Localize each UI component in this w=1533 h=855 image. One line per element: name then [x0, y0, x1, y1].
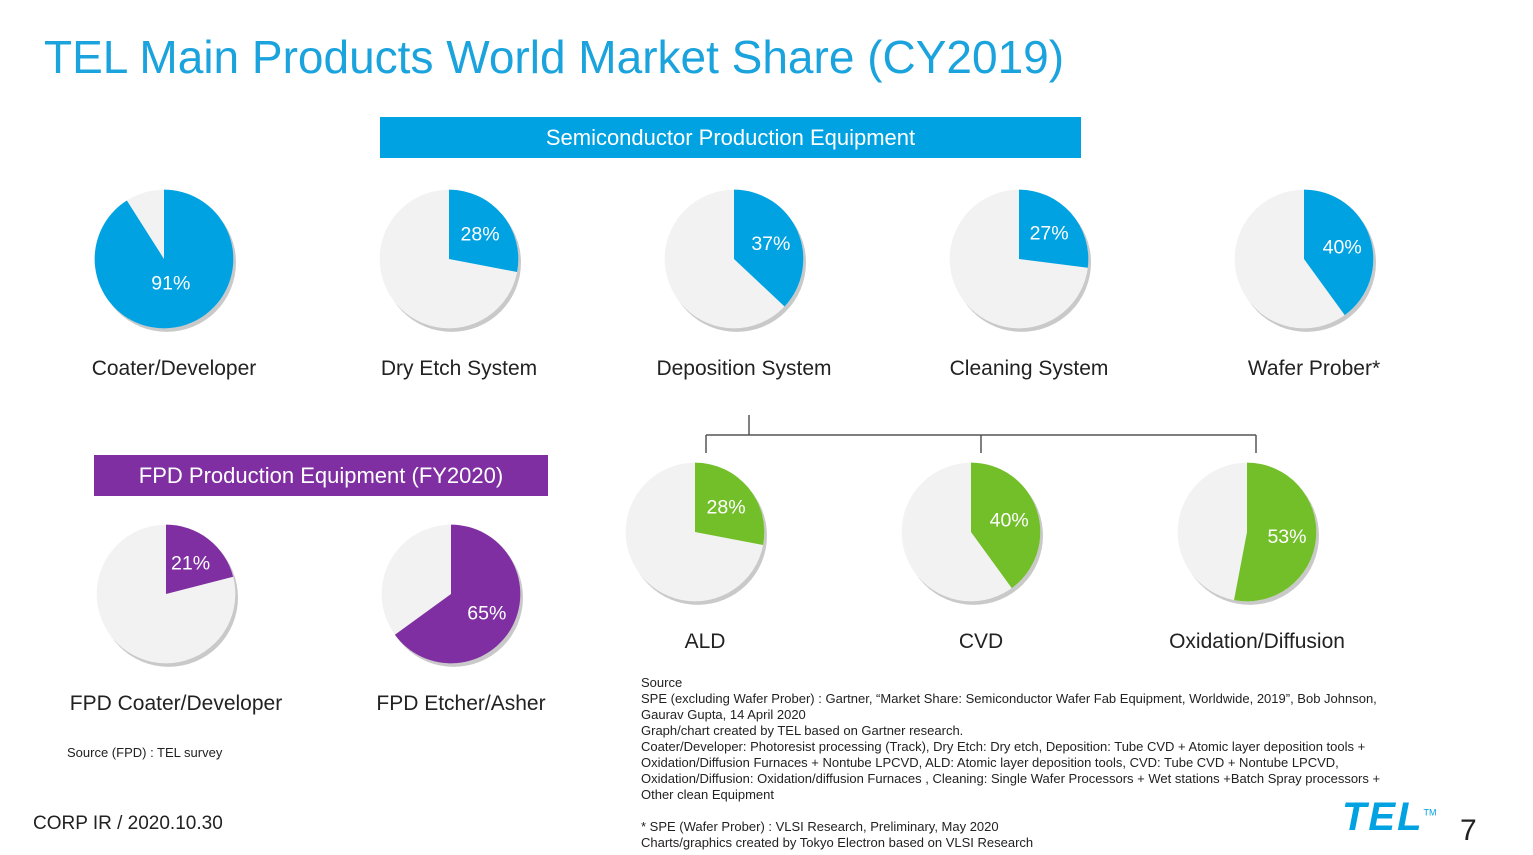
pie-percent-label: 28%: [706, 497, 745, 519]
footer-corp-ir: CORP IR / 2020.10.30: [33, 813, 223, 834]
pie-percent-label: 37%: [751, 233, 790, 255]
pie-category-label: FPD Etcher/Asher: [376, 692, 546, 715]
source-line: Oxidation/Diffusion: Oxidation/diffusion…: [641, 771, 1381, 786]
pie-category-label: Wafer Prober*: [1247, 357, 1381, 380]
pie-percent-label: 28%: [460, 224, 499, 246]
source-line: Other clean Equipment: [641, 787, 774, 802]
pie-share-slice: [1304, 189, 1374, 316]
pie-chart-wafer-prober: 40%: [1234, 189, 1376, 332]
pie-chart-cvd: 40%: [901, 462, 1043, 605]
source-line: Charts/graphics created by Tokyo Electro…: [641, 835, 1034, 850]
pie-chart-deposition-system: 37%: [664, 189, 806, 332]
source-line: Graph/chart created by TEL based on Gart…: [641, 723, 964, 738]
pie-share-slice: [166, 524, 234, 594]
tel-logo: TELTM: [1342, 795, 1437, 840]
source-line: [641, 803, 1421, 819]
pie-share-slice: [1234, 462, 1317, 602]
pie-share-slice: [695, 462, 765, 545]
source-line: SPE (excluding Wafer Prober) : Gartner, …: [641, 691, 1377, 706]
pie-percent-label: 40%: [990, 510, 1029, 532]
source-line: Oxidation/Diffusion Furnaces + Nontube L…: [641, 755, 1339, 770]
pie-chart-coater-developer: 91%: [94, 189, 236, 332]
source-line: Coater/Developer: Photoresist processing…: [641, 739, 1366, 754]
pie-chart-fpd-coater-developer: 21%: [96, 524, 238, 667]
source-line: Gaurav Gupta, 14 April 2020: [641, 707, 806, 722]
pie-chart-fpd-etcher-asher: 65%: [381, 524, 523, 667]
pie-percent-label: 53%: [1267, 526, 1306, 548]
pie-percent-label: 27%: [1030, 223, 1069, 245]
pie-category-label: CVD: [958, 630, 1004, 653]
pie-category-label: Coater/Developer: [91, 357, 257, 380]
fpd-source-note: Source (FPD) : TEL survey: [67, 745, 223, 760]
pie-percent-label: 91%: [151, 272, 190, 294]
pie-share-slice: [394, 524, 521, 664]
pie-share-slice: [449, 189, 519, 272]
pie-category-label: Cleaning System: [949, 357, 1109, 380]
page-number: 7: [1460, 814, 1477, 847]
pie-percent-label: 65%: [467, 602, 506, 624]
pie-category-label: Oxidation/Diffusion: [1169, 630, 1345, 653]
pie-chart-ald: 28%: [625, 462, 767, 605]
source-line: * SPE (Wafer Prober) : VLSI Research, Pr…: [641, 819, 999, 834]
spe-section-banner: Semiconductor Production Equipment: [380, 117, 1081, 158]
pie-share-slice: [734, 189, 804, 307]
pie-chart-cleaning-system: 27%: [949, 189, 1091, 332]
fpd-section-banner: FPD Production Equipment (FY2020): [94, 455, 548, 496]
pie-category-label: Dry Etch System: [380, 357, 538, 380]
pie-share-slice: [1019, 189, 1089, 268]
logo-trademark: TM: [1423, 807, 1437, 818]
pie-chart-dry-etch-system: 28%: [379, 189, 521, 332]
pie-category-label: Deposition System: [656, 357, 832, 380]
pie-share-slice: [971, 462, 1041, 589]
page-title: TEL Main Products World Market Share (CY…: [44, 31, 1065, 83]
pie-percent-label: 21%: [171, 552, 210, 574]
pie-percent-label: 40%: [1323, 237, 1362, 259]
source-line: Source: [641, 675, 683, 690]
pie-category-label: ALD: [684, 630, 726, 653]
pie-share-slice: [94, 189, 234, 329]
pie-category-label: FPD Coater/Developer: [69, 692, 283, 715]
logo-text: TEL: [1342, 795, 1424, 839]
source-notes: Source SPE (excluding Wafer Prober) : Ga…: [641, 675, 1421, 851]
pie-chart-oxidation-diffusion: 53%: [1177, 462, 1319, 605]
